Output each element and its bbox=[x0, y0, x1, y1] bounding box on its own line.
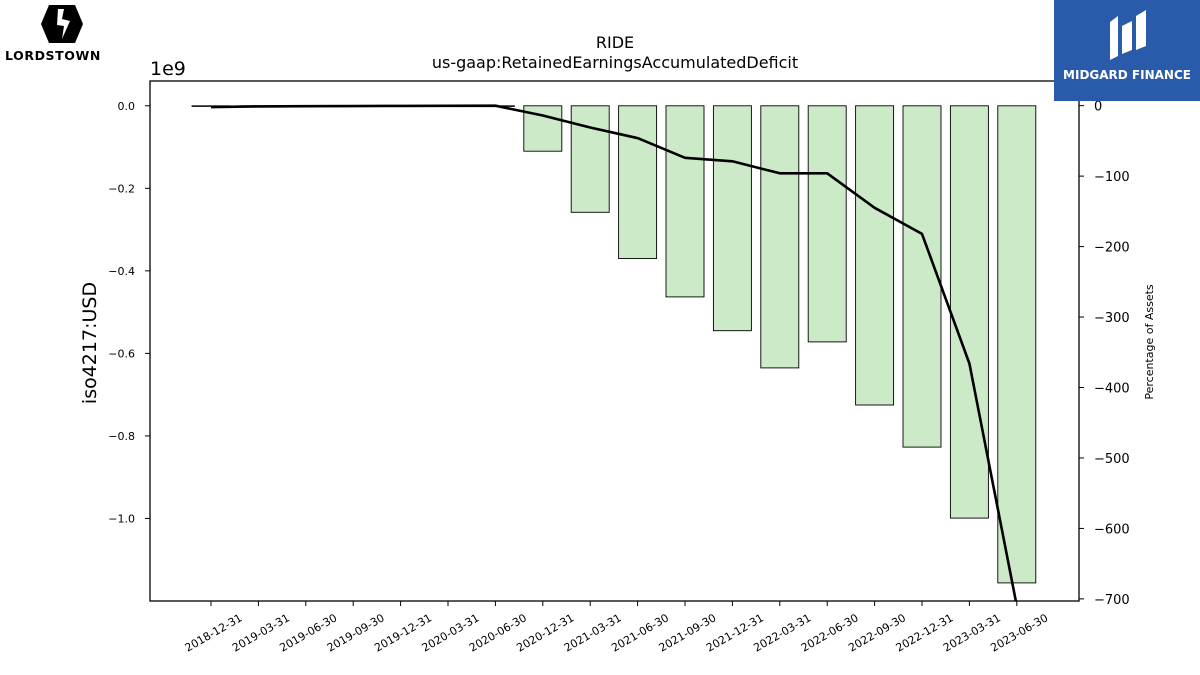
y2-tick-label: −600 bbox=[1094, 522, 1130, 537]
bar bbox=[760, 105, 800, 369]
y2-tick-label: −100 bbox=[1094, 170, 1130, 185]
y-tick-label: −1.0 bbox=[108, 512, 135, 525]
lordstown-logo: LORDSTOWN bbox=[0, 0, 125, 70]
y-tick-label: −0.4 bbox=[108, 265, 135, 278]
y2-tick-label: 0 bbox=[1094, 100, 1102, 115]
bar bbox=[712, 105, 752, 332]
bar bbox=[807, 105, 847, 343]
y2-tick-label: −400 bbox=[1094, 382, 1130, 397]
y-tick-label: −0.2 bbox=[108, 182, 135, 195]
midgard-finance-logo-text: MIDGARD FINANCE bbox=[1063, 68, 1191, 82]
midgard-finance-logo: MIDGARD FINANCE bbox=[1054, 0, 1200, 101]
y-tick-label: −0.6 bbox=[108, 347, 135, 360]
y-axis-offset-label: 1e9 bbox=[150, 58, 186, 80]
y2-axis-label: Percentage of Assets bbox=[1143, 284, 1156, 400]
midgard-emblem-icon bbox=[1110, 10, 1146, 60]
bar bbox=[902, 105, 942, 448]
y2-tick-label: −300 bbox=[1094, 311, 1130, 326]
lightning-bolt-icon bbox=[41, 5, 83, 43]
bar bbox=[570, 105, 610, 213]
y-tick-label: −0.8 bbox=[108, 430, 135, 443]
chart-subtitle: us-gaap:RetainedEarningsAccumulatedDefic… bbox=[432, 53, 798, 72]
bar bbox=[855, 105, 895, 406]
y-axis-label: iso4217:USD bbox=[79, 282, 101, 404]
chart-title: RIDE bbox=[596, 33, 634, 52]
y2-tick-label: −200 bbox=[1094, 241, 1130, 256]
lordstown-logo-text: LORDSTOWN bbox=[5, 48, 101, 63]
bar bbox=[949, 105, 989, 519]
bar bbox=[665, 105, 705, 298]
bar bbox=[618, 105, 658, 259]
bar bbox=[997, 105, 1037, 584]
y2-tick-label: −500 bbox=[1094, 452, 1130, 467]
percentage-line bbox=[210, 104, 1018, 601]
plot-frame bbox=[149, 80, 1080, 602]
y-tick-label: 0.0 bbox=[118, 100, 136, 113]
y2-tick-label: −700 bbox=[1094, 593, 1130, 608]
